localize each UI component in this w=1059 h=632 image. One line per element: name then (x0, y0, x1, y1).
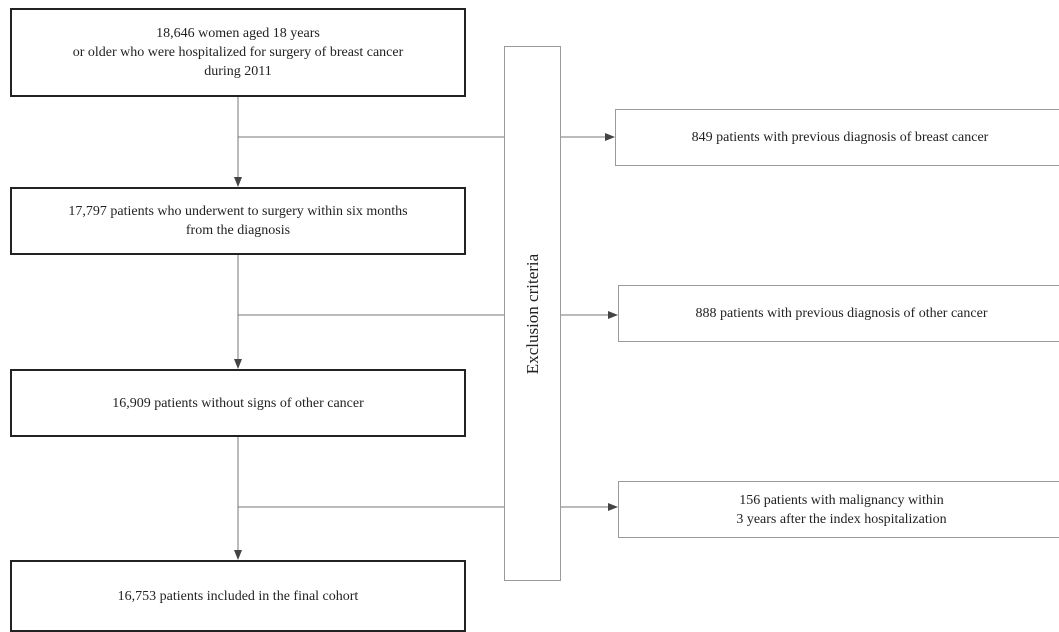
exclusion-box-text: 888 patients with previous diagnosis of … (695, 306, 988, 321)
exclusion-box-previous-other-cancer: 888 patients with previous diagnosis of … (618, 285, 1059, 342)
flow-box-text: 18,646 women aged 18 years or older who … (72, 26, 404, 79)
flow-box-final-cohort: 16,753 patients included in the final co… (10, 560, 466, 632)
flow-box-text: 16,909 patients without signs of other c… (112, 395, 364, 411)
flow-box-no-other-cancer: 16,909 patients without signs of other c… (10, 369, 466, 437)
exclusion-box-text: 849 patients with previous diagnosis of … (691, 130, 989, 145)
flow-box-text: 17,797 patients who underwent to surgery… (68, 204, 408, 238)
exclusion-criteria-label: Exclusion criteria (522, 253, 542, 374)
exclusion-box-previous-breast-cancer: 849 patients with previous diagnosis of … (615, 109, 1059, 166)
exclusion-criteria-column: Exclusion criteria (504, 46, 561, 581)
flow-box-text: 16,753 patients included in the final co… (117, 588, 359, 604)
flow-box-surgery-within-six-months: 17,797 patients who underwent to surgery… (10, 187, 466, 255)
exclusion-box-text: 156 patients with malignancy within 3 ye… (736, 492, 947, 527)
flow-box-initial-population: 18,646 women aged 18 years or older who … (10, 8, 466, 97)
exclusion-box-malignancy-within-3-years: 156 patients with malignancy within 3 ye… (618, 481, 1059, 538)
